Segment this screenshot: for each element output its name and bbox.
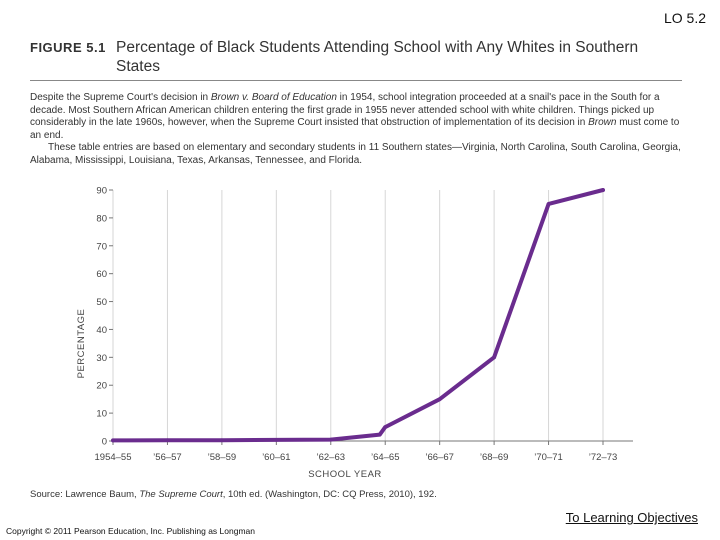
x-tick-label: ’70–71 [534,452,563,463]
chart-series [111,188,605,443]
data-point [492,355,496,360]
y-tick-label: 80 [96,213,107,224]
chart-axes: 0 10 20 30 40 50 60 70 80 90 1954–55 ’56–57 ’58–59 ’6… [95,186,633,463]
y-tick-label: 10 [96,409,107,420]
caption-part: in 1954, school integration proceeded at… [30,92,660,128]
data-point [165,438,170,442]
data-point [220,438,224,442]
caption-note: These table entries are based on element… [30,142,681,166]
x-tick-label: ’66–67 [425,452,454,463]
x-tick-label: ’56–57 [153,452,182,463]
x-tick-label: ’64–65 [371,452,400,463]
data-point [437,397,442,401]
source-book-title: The Supreme Court [139,489,223,500]
y-tick-label: 60 [96,269,107,280]
caption-part: Despite the Supreme Court's decision in [30,92,211,103]
y-tick-label: 90 [96,186,107,197]
data-point [274,438,279,442]
y-axis-title: PERCENTAGE [76,309,87,379]
y-tick-label: 0 [102,437,107,448]
copyright-notice: Copyright © 2011 Pearson Education, Inc.… [6,526,255,536]
caption-case-name-short: Brown [588,117,617,128]
y-tick-label: 50 [96,297,107,308]
x-tick-label: ’72–73 [589,452,618,463]
chart-grid [112,190,604,441]
data-point [111,438,115,443]
source-part: , 10th ed. (Washington, DC: CQ Press, 20… [222,489,437,500]
lo-label: LO 5.2 [663,10,706,26]
data-point [383,425,388,429]
series-line [111,188,605,443]
figure-number: FIGURE 5.1 [30,40,106,55]
source-part: Source: Lawrence Baum, [30,489,140,500]
y-tick-label: 30 [96,353,107,364]
caption-case-name: Brown v. Board of Education [210,92,337,103]
y-tick-label: 40 [96,325,107,336]
x-tick-label: 1954–55 [95,452,132,463]
y-tick-label: 70 [96,241,107,252]
caption-part: must come to an end. [30,117,680,141]
figure-caption: Despite the Supreme Court's decision in … [30,92,684,167]
y-tick-label: 20 [96,381,107,392]
data-point [377,432,382,437]
title-divider [30,80,682,81]
data-point [546,202,551,206]
caption-text: Despite the Supreme Court's decision in … [30,92,684,142]
x-tick-label: ’60–61 [262,452,291,463]
figure-title: Percentage of Black Students Attending S… [116,39,639,75]
x-axis-title: SCHOOL YEAR [308,469,382,480]
x-tick-label: ’62–63 [317,452,346,463]
learning-objectives-link[interactable]: To Learning Objectives [565,510,698,525]
data-point [601,188,605,192]
x-tick-label: ’58–59 [208,452,237,463]
x-tick-label: ’68–69 [480,452,509,463]
data-point [328,437,333,442]
source-citation: Source: Lawrence Baum, The Supreme Court… [30,489,437,500]
